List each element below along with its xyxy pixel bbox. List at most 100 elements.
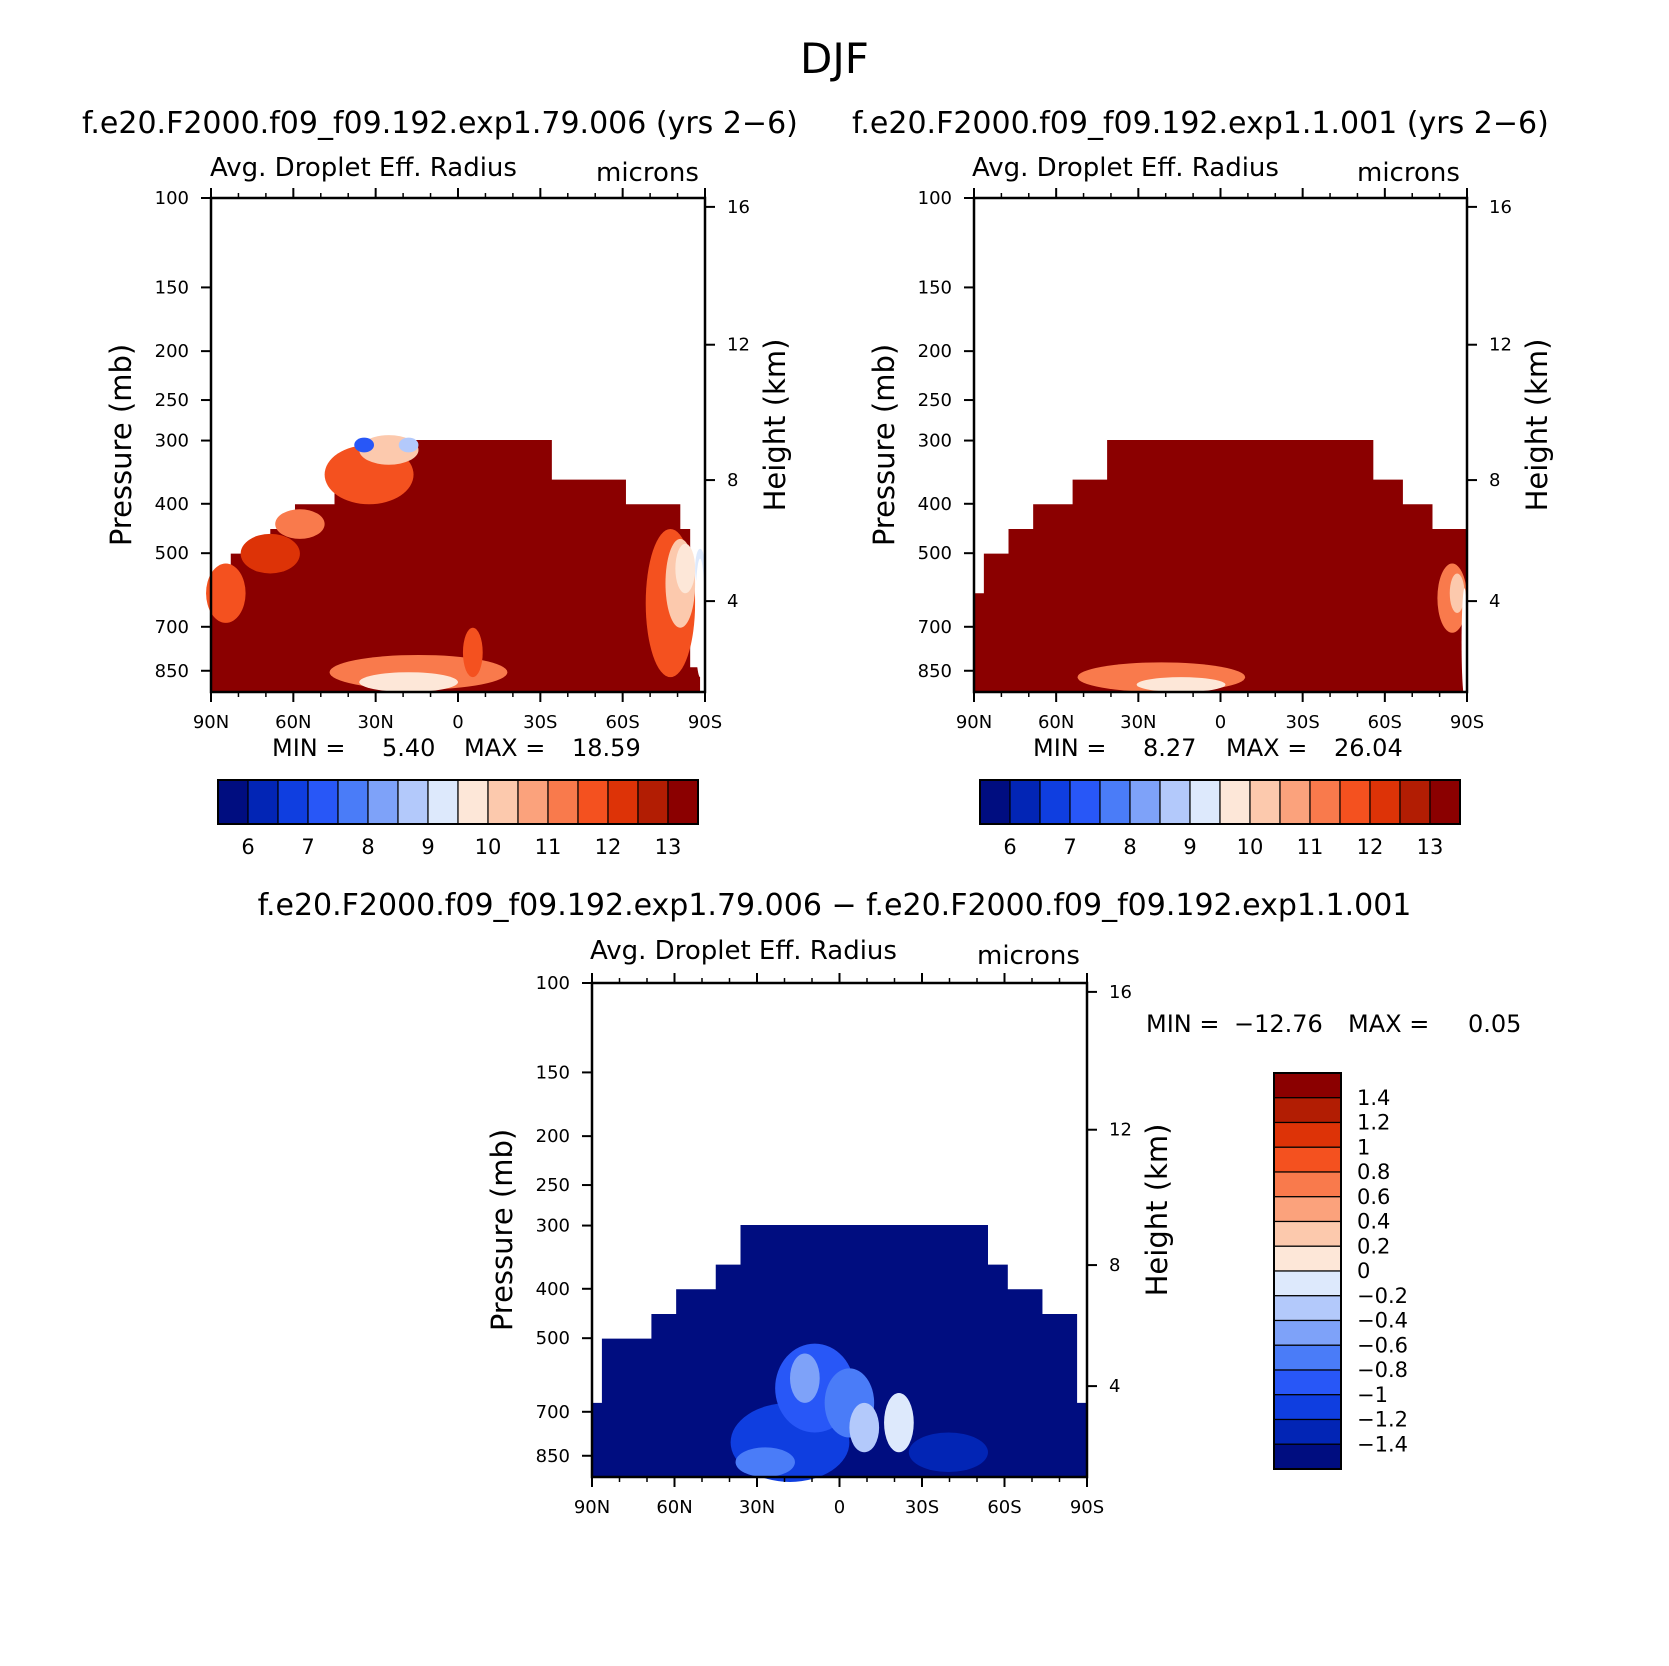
panel3-ptick-label-200: 200 (536, 1126, 570, 1147)
colorbar-diff-label-6: 0.2 (1357, 1234, 1390, 1258)
colorbar-panel2-swatch (1129, 779, 1161, 825)
panel1-ptick-label-150: 150 (155, 277, 189, 298)
colorbar-diff-swatch (1273, 1369, 1342, 1396)
colorbar-panel2-swatch (1189, 779, 1221, 825)
colorbar-diff-swatch (1273, 1418, 1342, 1445)
colorbar-panel1-swatch (457, 779, 489, 825)
panel2-ptick-label-150: 150 (918, 277, 952, 298)
colorbar-diff-swatch (1273, 1344, 1342, 1371)
panel1-htick-label-12: 12 (727, 335, 750, 356)
panel1-min-label: MIN = (272, 734, 346, 762)
panel1-variable: Avg. Droplet Eff. Radius (210, 153, 517, 183)
colorbar-panel1-swatch (307, 779, 339, 825)
panel3-variable: Avg. Droplet Eff. Radius (590, 936, 897, 966)
panel3-htick-label-16: 16 (1109, 982, 1132, 1003)
panel3-min-label: MIN = (1146, 1010, 1220, 1038)
colorbar-panel2-swatch (1429, 779, 1461, 825)
panel1-lat-label-30N: 30N (357, 712, 393, 733)
colorbar-diff-swatch (1273, 1394, 1342, 1421)
panel3-ptick-label-500: 500 (536, 1328, 570, 1349)
colorbar-diff-label-9: −0.4 (1357, 1309, 1408, 1333)
panel2-variable: Avg. Droplet Eff. Radius (972, 153, 1279, 183)
panel1-contour-1 (240, 533, 300, 574)
panel3-y2label: Height (km) (1140, 1124, 1174, 1297)
colorbar-panel2-swatch (1279, 779, 1311, 825)
colorbar-panel1-swatch (607, 779, 639, 825)
panel1-units: microns (596, 158, 699, 188)
colorbar-panel2-swatch (1399, 779, 1431, 825)
colorbar-panel2-label-9: 9 (1183, 835, 1196, 859)
colorbar-panel1-frame (217, 779, 699, 825)
colorbar-panel1 (217, 779, 699, 825)
colorbar-diff-swatch (1273, 1072, 1342, 1099)
colorbar-diff-swatch (1273, 1319, 1342, 1346)
panel3-lat-label-60N: 60N (656, 1497, 692, 1518)
panel2-ptick-label-250: 250 (918, 390, 952, 411)
panel3-units: microns (977, 941, 1080, 971)
panel3-max-label: MAX = (1348, 1010, 1430, 1038)
colorbar-panel1-label-6: 6 (241, 835, 254, 859)
panel3-lat-label-60S: 60S (987, 1497, 1021, 1518)
panel2-lat-label-30N: 30N (1120, 712, 1156, 733)
colorbar-panel1-swatch (547, 779, 579, 825)
colorbar-panel2-swatch (1219, 779, 1251, 825)
panel2-max-value: 26.04 (1334, 734, 1403, 762)
panel1-field (211, 440, 705, 692)
colorbar-panel1-swatch (247, 779, 279, 825)
panel2-ptick-label-500: 500 (918, 543, 952, 564)
colorbar-panel1-swatch (337, 779, 369, 825)
panel2-field (974, 440, 1467, 692)
colorbar-panel2-swatch (1069, 779, 1101, 825)
colorbar-diff-frame (1273, 1072, 1342, 1470)
panel1-case-title: f.e20.F2000.f09_f09.192.exp1.79.006 (yrs… (82, 106, 798, 141)
panel1-max-label: MAX = (464, 734, 546, 762)
colorbar-diff-label-4: 0.6 (1357, 1185, 1390, 1209)
panel2-lat-label-60N: 60N (1038, 712, 1074, 733)
panel3-min-value: −12.76 (1234, 1010, 1323, 1038)
panel1-contour-9 (462, 627, 483, 678)
panel2-htick-label-12: 12 (1489, 335, 1512, 356)
colorbar-panel2-label-10: 10 (1237, 835, 1264, 859)
colorbar-diff-label-11: −0.8 (1357, 1358, 1408, 1382)
colorbar-panel2-label-7: 7 (1063, 835, 1076, 859)
colorbar-diff-swatch (1273, 1097, 1342, 1124)
colorbar-panel2-label-13: 13 (1417, 835, 1444, 859)
colorbar-panel2-label-11: 11 (1297, 835, 1324, 859)
colorbar-panel2-swatch (1309, 779, 1341, 825)
colorbar-diff (1273, 1072, 1342, 1470)
panel2-contour-3 (1449, 573, 1465, 613)
colorbar-panel1-swatch (367, 779, 399, 825)
panel1-plot (201, 188, 715, 702)
colorbar-diff-label-12: −1 (1357, 1383, 1388, 1407)
colorbar-panel1-label-10: 10 (475, 835, 502, 859)
panel3-lat-label-90S: 90S (1070, 1497, 1104, 1518)
panel1-contour-6 (398, 437, 419, 453)
panel2-lat-label-60S: 60S (1368, 712, 1402, 733)
colorbar-panel1-swatch (427, 779, 459, 825)
colorbar-panel1-label-9: 9 (421, 835, 434, 859)
panel2-max-label: MAX = (1226, 734, 1308, 762)
colorbar-panel2-swatch (1039, 779, 1071, 825)
colorbar-diff-label-3: 0.8 (1357, 1160, 1390, 1184)
panel1-lat-label-90N: 90N (193, 712, 229, 733)
panel2-htick-label-16: 16 (1489, 197, 1512, 218)
panel2-units: microns (1357, 158, 1460, 188)
panel3-plot (582, 973, 1097, 1487)
colorbar-diff-label-13: −1.2 (1357, 1408, 1408, 1432)
panel1-lat-label-0: 0 (452, 712, 463, 733)
colorbar-diff-label-14: −1.4 (1357, 1432, 1408, 1456)
panel1-ptick-label-400: 400 (155, 494, 189, 515)
colorbar-panel1-swatch (517, 779, 549, 825)
panel2-contour-1 (1136, 677, 1226, 693)
colorbar-diff-swatch (1273, 1220, 1342, 1247)
panel3-field (592, 1225, 1087, 1477)
panel2-htick-label-8: 8 (1489, 470, 1500, 491)
panel2-htick-label-4: 4 (1489, 591, 1500, 612)
colorbar-diff-label-7: 0 (1357, 1259, 1370, 1283)
panel3-htick-label-12: 12 (1109, 1120, 1132, 1141)
panel3-htick-label-8: 8 (1109, 1255, 1120, 1276)
panel3-ptick-label-250: 250 (536, 1175, 570, 1196)
colorbar-diff-label-5: 0.4 (1357, 1210, 1390, 1234)
panel2-lat-label-90S: 90S (1450, 712, 1484, 733)
